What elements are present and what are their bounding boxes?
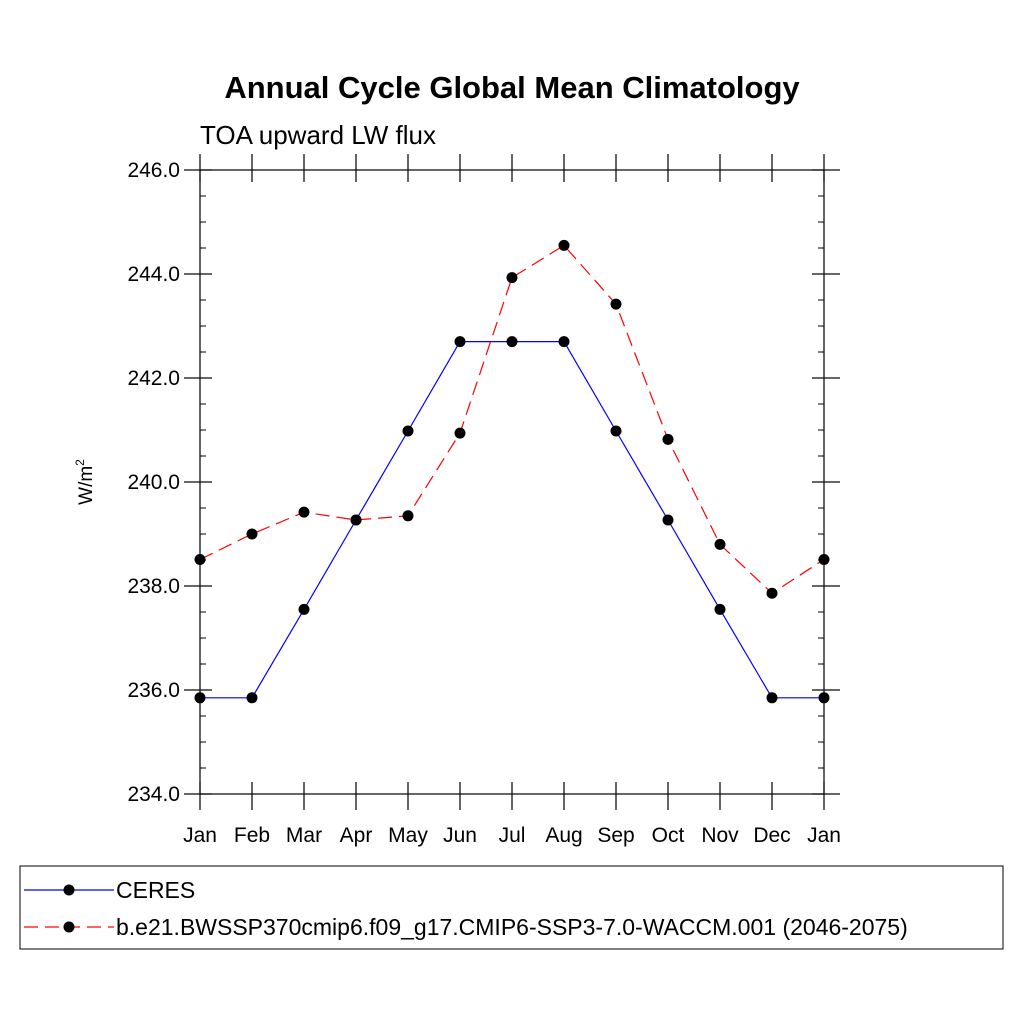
series-2-point — [506, 272, 518, 284]
x-tick-label: Dec — [753, 824, 790, 847]
series-1-point — [714, 603, 726, 615]
series-layer — [194, 239, 830, 704]
legend-box — [19, 865, 1004, 950]
series-2-point — [818, 553, 830, 565]
x-tick-label: Aug — [545, 824, 582, 847]
x-tick-label: Jun — [443, 824, 477, 847]
x-tick-label: Oct — [652, 824, 685, 847]
series-1-point — [454, 336, 466, 348]
series-2-point — [246, 528, 258, 540]
y-axis-label: W/m2 — [73, 459, 97, 505]
y-tick-label: 246.0 — [127, 159, 180, 182]
series-line-2 — [199, 244, 825, 595]
series-1-point — [298, 603, 310, 615]
y-axis-label-text: W/m — [76, 466, 97, 505]
series-2-point — [194, 553, 206, 565]
legend-marker-2 — [63, 921, 75, 933]
legend-marker-1 — [63, 884, 75, 896]
y-tick-label: 242.0 — [127, 367, 180, 390]
plot-frame — [199, 169, 825, 795]
series-1-point — [194, 692, 206, 704]
series-1-point — [246, 692, 258, 704]
chart-subtitle: TOA upward LW flux — [200, 120, 436, 150]
series-1-point — [662, 514, 674, 526]
axes: 234.0 236.0 238.0 240.0 242.0 244.0 246.0 Jan Fe… — [127, 154, 841, 847]
series-2-point — [766, 587, 778, 599]
x-tick-label: Mar — [286, 824, 322, 847]
svg-text:W/m2: W/m2 — [73, 459, 97, 505]
y-axis-label-superscript: 2 — [73, 459, 87, 466]
legend-label-2: b.e21.BWSSP370cmip6.f09_g17.CMIP6-SSP3-7… — [116, 914, 908, 940]
series-1-point — [506, 336, 518, 348]
legend: CERES b.e21.BWSSP370cmip6.f09_g17.CMIP6-S… — [24, 877, 908, 940]
x-tick-label: Nov — [701, 824, 739, 847]
series-1-point — [766, 692, 778, 704]
y-tick-label: 244.0 — [127, 263, 180, 286]
y-tick-label: 236.0 — [127, 679, 180, 702]
series-1-point — [818, 692, 830, 704]
legend-label-1: CERES — [116, 877, 195, 903]
y-tick-label: 234.0 — [127, 783, 180, 806]
series-line-1 — [200, 341, 824, 699]
series-2-point — [714, 538, 726, 550]
series-2-point — [402, 510, 414, 522]
y-tick-label: 240.0 — [127, 471, 180, 494]
series-2-point — [558, 239, 570, 251]
series-1-point — [558, 336, 570, 348]
x-tick-label: May — [388, 824, 428, 847]
series-1-point — [610, 425, 622, 437]
y-tick-label: 238.0 — [127, 575, 180, 598]
series-2-point — [662, 433, 674, 445]
series-2-point — [454, 427, 466, 439]
x-tick-label: Jan — [183, 824, 217, 847]
x-tick-label: Apr — [340, 824, 373, 847]
x-tick-label: Sep — [597, 824, 634, 847]
series-2-point — [610, 298, 622, 310]
x-tick-label: Jan — [807, 824, 841, 847]
chart-title: Annual Cycle Global Mean Climatology — [224, 70, 800, 105]
series-2-point — [298, 506, 310, 518]
x-tick-label: Jul — [499, 824, 526, 847]
series-2-point — [350, 514, 362, 526]
x-tick-label: Feb — [234, 824, 270, 847]
series-1-point — [402, 425, 414, 437]
